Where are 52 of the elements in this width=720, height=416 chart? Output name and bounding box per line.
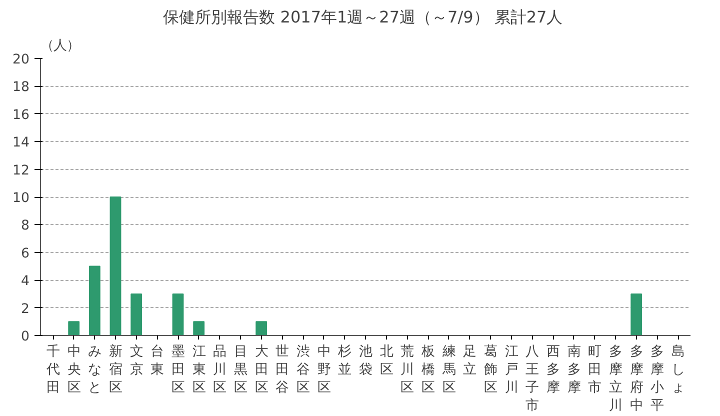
x-tick-label: 墨田区 <box>172 344 184 396</box>
x-tick-label: 品川区 <box>213 344 226 396</box>
bar <box>130 293 142 336</box>
x-tick-label: 目黒区 <box>234 344 247 396</box>
bar <box>172 293 184 336</box>
x-tick-label: 中央区 <box>67 344 80 396</box>
x-tick-label: 大田区 <box>254 344 268 396</box>
y-tick-label: 20 <box>12 52 30 68</box>
x-tick-label: 杉並 <box>337 344 352 378</box>
bar <box>193 321 205 336</box>
y-tick-label: 14 <box>12 136 30 151</box>
bar <box>88 266 100 336</box>
y-tick-label: 12 <box>12 163 30 178</box>
x-tick-label: 千代田 <box>46 344 60 396</box>
x-tick-label: 文京 <box>130 344 143 378</box>
x-tick-label: みなと <box>88 344 102 396</box>
x-tick-label: 江東区 <box>192 344 206 396</box>
bar <box>110 196 122 336</box>
y-tick-label: 18 <box>12 80 30 96</box>
chart-title: 保健所別報告数 2017年1週～27週（～7/9） 累計27人 <box>163 8 563 26</box>
x-tick-label: 北区 <box>380 344 393 378</box>
x-tick-label: 足立 <box>463 344 476 378</box>
x-tick-label: 中野区 <box>317 344 330 396</box>
x-tick-label: 江戸川 <box>504 344 518 396</box>
x-tick-label: 葛飾区 <box>484 344 497 396</box>
x-tick-label: 多摩立川 <box>609 344 622 414</box>
x-tick-label: 新宿区 <box>109 344 122 396</box>
y-tick-label: 16 <box>12 108 30 123</box>
x-tick-label: 多摩小平 <box>650 344 664 414</box>
x-tick-label: 多摩府中 <box>630 344 643 414</box>
y-axis-title: （人） <box>40 38 80 54</box>
x-tick-label: 練馬区 <box>441 344 456 396</box>
y-tick-label: 2 <box>21 302 30 317</box>
y-tick-label: 10 <box>12 191 30 206</box>
x-tick-label: 台東 <box>150 344 164 378</box>
x-tick-label: 池袋 <box>359 344 372 378</box>
x-tick-label: 世田谷 <box>276 344 289 396</box>
y-tick-label: 6 <box>21 246 30 262</box>
y-tick-label: 0 <box>21 330 30 344</box>
y-tick-label: 4 <box>21 274 30 290</box>
x-tick-label: 町田市 <box>588 344 602 396</box>
bar <box>68 321 80 336</box>
x-tick-label: 渋谷区 <box>296 344 310 396</box>
bar <box>256 321 268 336</box>
x-tick-label: 板橋区 <box>420 344 434 396</box>
y-tick-label: 8 <box>21 218 30 234</box>
x-tick-label: 島しょ <box>672 344 684 396</box>
x-tick-label: 南多摩 <box>567 344 580 396</box>
x-tick-label: 荒川区 <box>400 344 414 396</box>
x-tick-label: 西多摩 <box>546 344 560 396</box>
x-tick-label: 八王子市 <box>526 344 539 414</box>
bar <box>630 293 642 336</box>
